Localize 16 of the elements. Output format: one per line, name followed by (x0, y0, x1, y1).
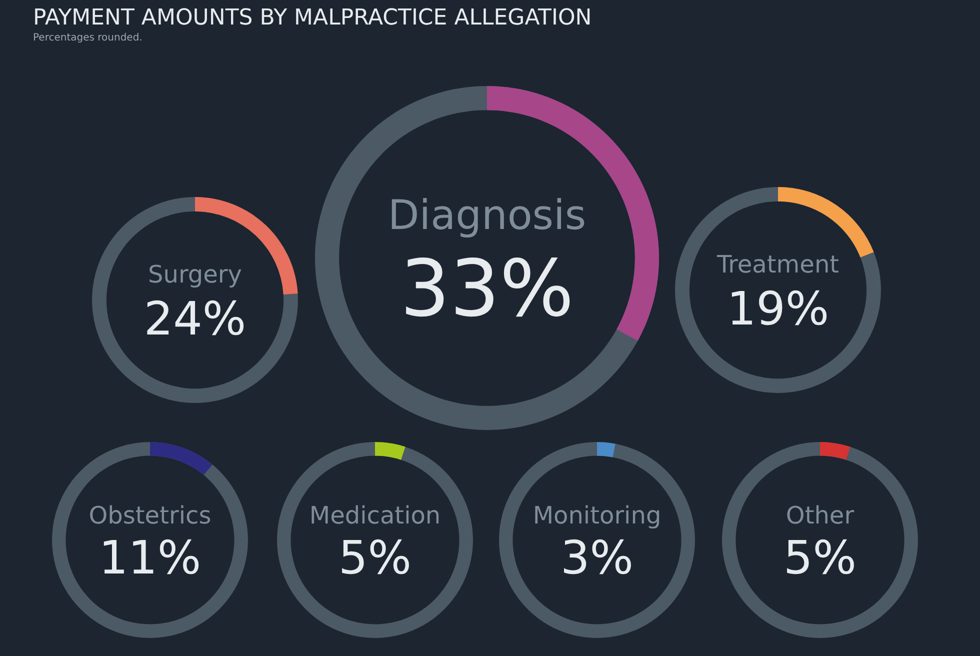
category-label: Surgery (148, 260, 242, 288)
category-label: Obstetrics (88, 502, 212, 530)
text: PAYMENT AMOUNTS BY MALPRACTICE ALLEGATION (33, 6, 592, 30)
data-label: 33% (400, 243, 574, 334)
data-label: 5% (338, 530, 412, 585)
category-label: Monitoring (532, 502, 662, 530)
category-label: Other (786, 502, 854, 530)
data-label: 19% (726, 282, 830, 336)
category-label: Diagnosis (388, 191, 586, 239)
data-label: 11% (98, 530, 202, 585)
text: Percentages rounded. (33, 32, 142, 44)
category-label: Medication (309, 502, 441, 530)
category-label: Treatment (716, 250, 840, 278)
data-label: 5% (784, 530, 856, 585)
data-label: 3% (560, 530, 634, 585)
data-label: 24% (144, 292, 246, 346)
